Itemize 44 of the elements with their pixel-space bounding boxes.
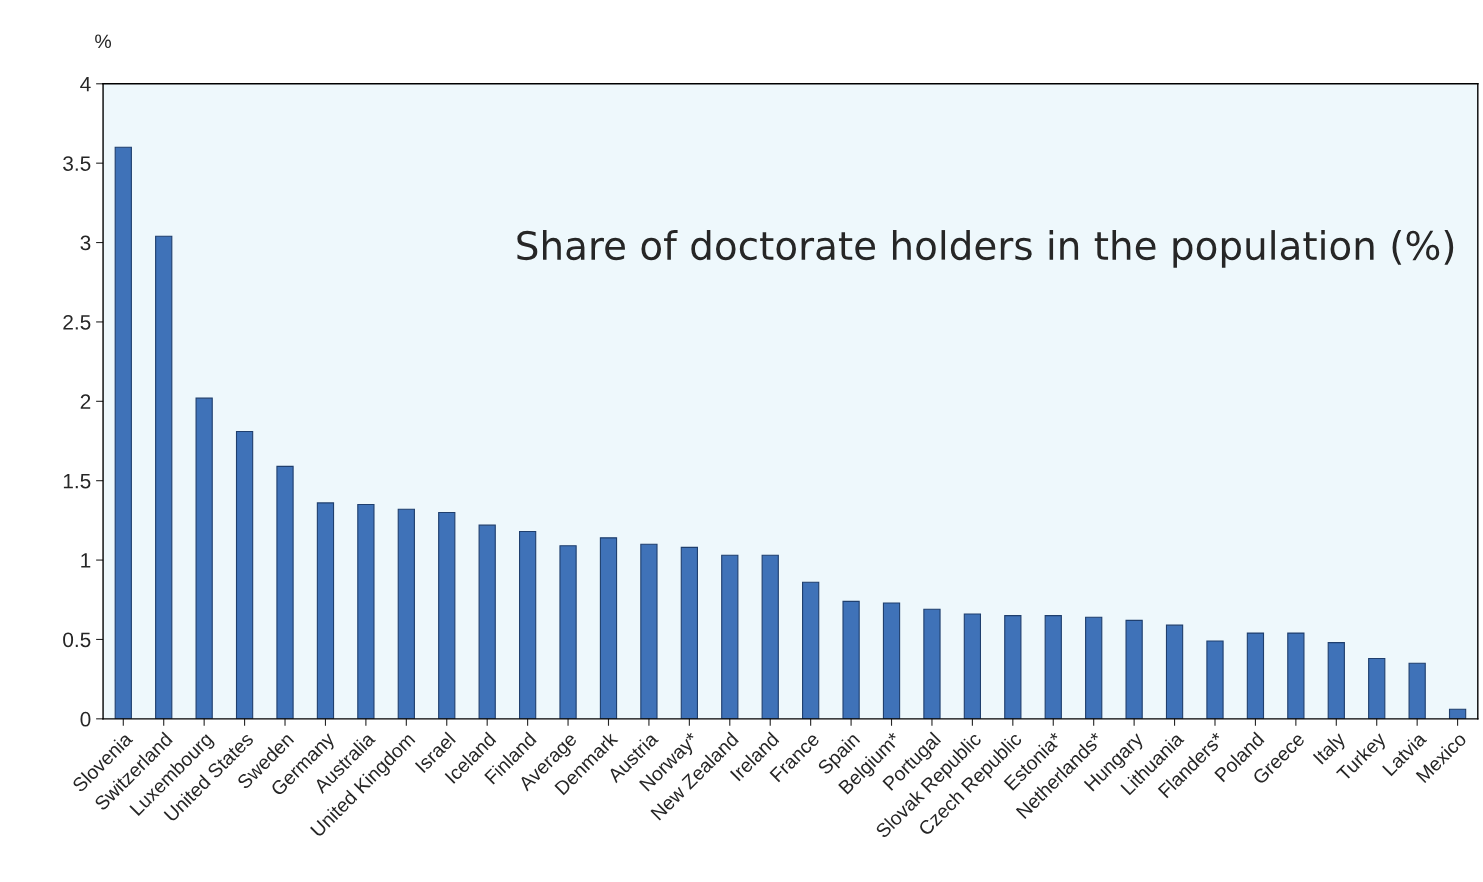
y-tick-label: 0 xyxy=(80,711,91,727)
y-tick-label: 4 xyxy=(80,77,91,92)
y-tick-label: 3.5 xyxy=(63,156,91,171)
bar xyxy=(640,543,658,719)
bar xyxy=(155,235,173,719)
bar xyxy=(397,508,415,719)
bar xyxy=(114,146,132,719)
bar xyxy=(235,430,254,719)
bar xyxy=(518,530,537,719)
bar xyxy=(1408,662,1426,719)
y-axis-title: % xyxy=(95,34,112,49)
y-tick-label: 2.5 xyxy=(63,314,91,330)
bar xyxy=(1165,624,1184,719)
bar xyxy=(963,613,982,719)
bar xyxy=(276,465,294,719)
bar xyxy=(559,545,577,719)
y-tick-label: 3 xyxy=(80,235,91,251)
bar xyxy=(761,554,779,719)
bar xyxy=(1044,615,1062,719)
bar xyxy=(357,503,375,719)
bar xyxy=(680,546,698,719)
y-tick-label: 2 xyxy=(80,394,91,409)
bar xyxy=(1327,642,1345,719)
bar xyxy=(1125,619,1143,719)
bar xyxy=(842,600,860,719)
bar xyxy=(1004,615,1022,719)
y-tick-label: 0.5 xyxy=(63,632,91,648)
bar xyxy=(599,537,618,719)
bar xyxy=(923,608,941,719)
bar xyxy=(1287,632,1305,719)
bar xyxy=(195,397,213,719)
bar xyxy=(1368,657,1386,719)
bar xyxy=(721,554,739,719)
text: Share of doctorate holders in the population (%) xyxy=(517,230,1454,268)
bar xyxy=(1206,640,1224,719)
bar xyxy=(316,502,335,719)
bar xyxy=(478,524,496,719)
bar xyxy=(882,602,901,719)
y-tick-label: 1.5 xyxy=(63,473,91,489)
bar xyxy=(1246,632,1265,719)
y-tick-label: 1 xyxy=(81,553,91,568)
bar xyxy=(438,511,456,719)
bar xyxy=(1085,616,1103,719)
bar xyxy=(802,581,820,719)
